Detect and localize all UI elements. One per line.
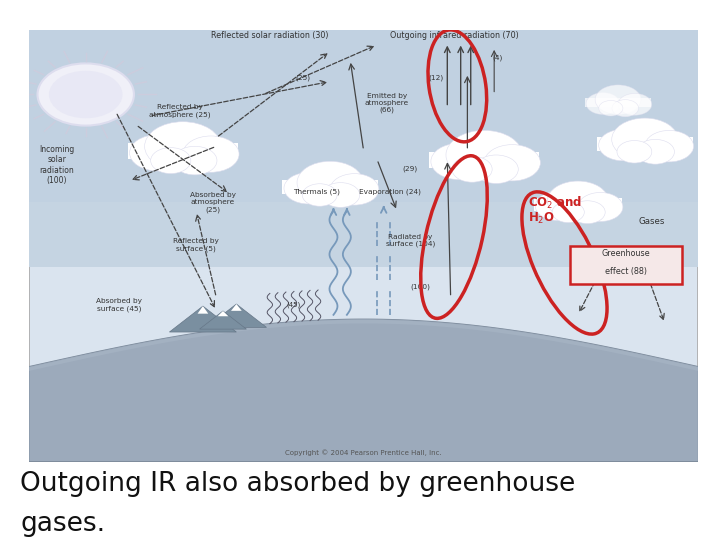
FancyBboxPatch shape — [29, 30, 698, 462]
Text: Reflected by
surface (5): Reflected by surface (5) — [174, 238, 219, 252]
Text: Gases: Gases — [639, 217, 665, 226]
Polygon shape — [29, 30, 698, 267]
Text: (29): (29) — [403, 165, 418, 172]
Text: Greenhouse: Greenhouse — [602, 249, 650, 259]
Circle shape — [636, 139, 675, 164]
Circle shape — [446, 130, 522, 180]
Circle shape — [599, 100, 623, 116]
Circle shape — [618, 93, 652, 115]
Text: Radiated by
surface (104): Radiated by surface (104) — [386, 234, 435, 247]
Text: (12): (12) — [428, 75, 444, 81]
Circle shape — [145, 122, 221, 171]
Text: Reflected by
atmosphere (25): Reflected by atmosphere (25) — [148, 104, 210, 118]
Circle shape — [49, 71, 122, 118]
Circle shape — [183, 136, 239, 172]
Text: Emitted by
atmosphere
(66): Emitted by atmosphere (66) — [365, 93, 409, 113]
Circle shape — [330, 174, 379, 205]
Circle shape — [578, 192, 623, 221]
Text: Reflected solar radiation (30): Reflected solar radiation (30) — [211, 31, 328, 40]
Polygon shape — [197, 306, 208, 314]
Text: Evaporation (24): Evaporation (24) — [359, 189, 421, 195]
Text: H$_2$O: H$_2$O — [528, 211, 554, 226]
Circle shape — [617, 140, 652, 163]
Circle shape — [586, 93, 620, 114]
Circle shape — [130, 134, 186, 171]
Polygon shape — [282, 180, 378, 194]
Circle shape — [612, 100, 639, 117]
Text: Incoming
solar
radiation
(100): Incoming solar radiation (100) — [40, 145, 75, 185]
Circle shape — [612, 118, 678, 161]
Text: Outgoing IR also absorbed by greenhouse: Outgoing IR also absorbed by greenhouse — [20, 471, 575, 497]
Text: (100): (100) — [410, 284, 431, 291]
Polygon shape — [29, 319, 698, 462]
Circle shape — [284, 172, 333, 204]
Text: (45): (45) — [286, 301, 300, 308]
Polygon shape — [217, 311, 228, 316]
Text: gases.: gases. — [20, 511, 105, 537]
Polygon shape — [206, 304, 266, 327]
Polygon shape — [231, 304, 242, 311]
FancyBboxPatch shape — [570, 246, 683, 284]
Polygon shape — [127, 143, 238, 159]
Circle shape — [431, 143, 487, 180]
Circle shape — [452, 156, 492, 182]
Text: (4): (4) — [492, 55, 503, 62]
Polygon shape — [597, 137, 693, 151]
Circle shape — [297, 161, 363, 204]
Circle shape — [595, 85, 641, 114]
Circle shape — [645, 131, 693, 162]
Circle shape — [302, 184, 337, 206]
Circle shape — [474, 155, 518, 184]
Text: Outgoing infrared radiation (70): Outgoing infrared radiation (70) — [390, 31, 518, 40]
Polygon shape — [534, 198, 622, 211]
Text: effect (88): effect (88) — [605, 267, 647, 276]
Text: (25): (25) — [296, 75, 311, 81]
Text: Absorbed by
surface (45): Absorbed by surface (45) — [96, 299, 142, 312]
Polygon shape — [199, 311, 246, 329]
Text: CO$_2$ and: CO$_2$ and — [528, 195, 582, 211]
Circle shape — [484, 145, 541, 181]
Circle shape — [547, 181, 608, 220]
Polygon shape — [169, 306, 236, 332]
Circle shape — [570, 201, 606, 224]
Circle shape — [599, 129, 647, 161]
Polygon shape — [585, 98, 651, 107]
Text: Absorbed by
atmosphere
(25): Absorbed by atmosphere (25) — [190, 192, 236, 213]
Polygon shape — [29, 319, 698, 371]
Circle shape — [173, 146, 217, 175]
Polygon shape — [29, 30, 698, 202]
Circle shape — [321, 183, 360, 207]
Circle shape — [552, 202, 585, 222]
Circle shape — [150, 147, 191, 173]
Text: Thermals (5): Thermals (5) — [293, 189, 341, 195]
Polygon shape — [429, 152, 539, 168]
Circle shape — [535, 192, 580, 220]
Circle shape — [37, 63, 134, 126]
Text: Copyright © 2004 Pearson Prentice Hall, Inc.: Copyright © 2004 Pearson Prentice Hall, … — [285, 449, 442, 456]
